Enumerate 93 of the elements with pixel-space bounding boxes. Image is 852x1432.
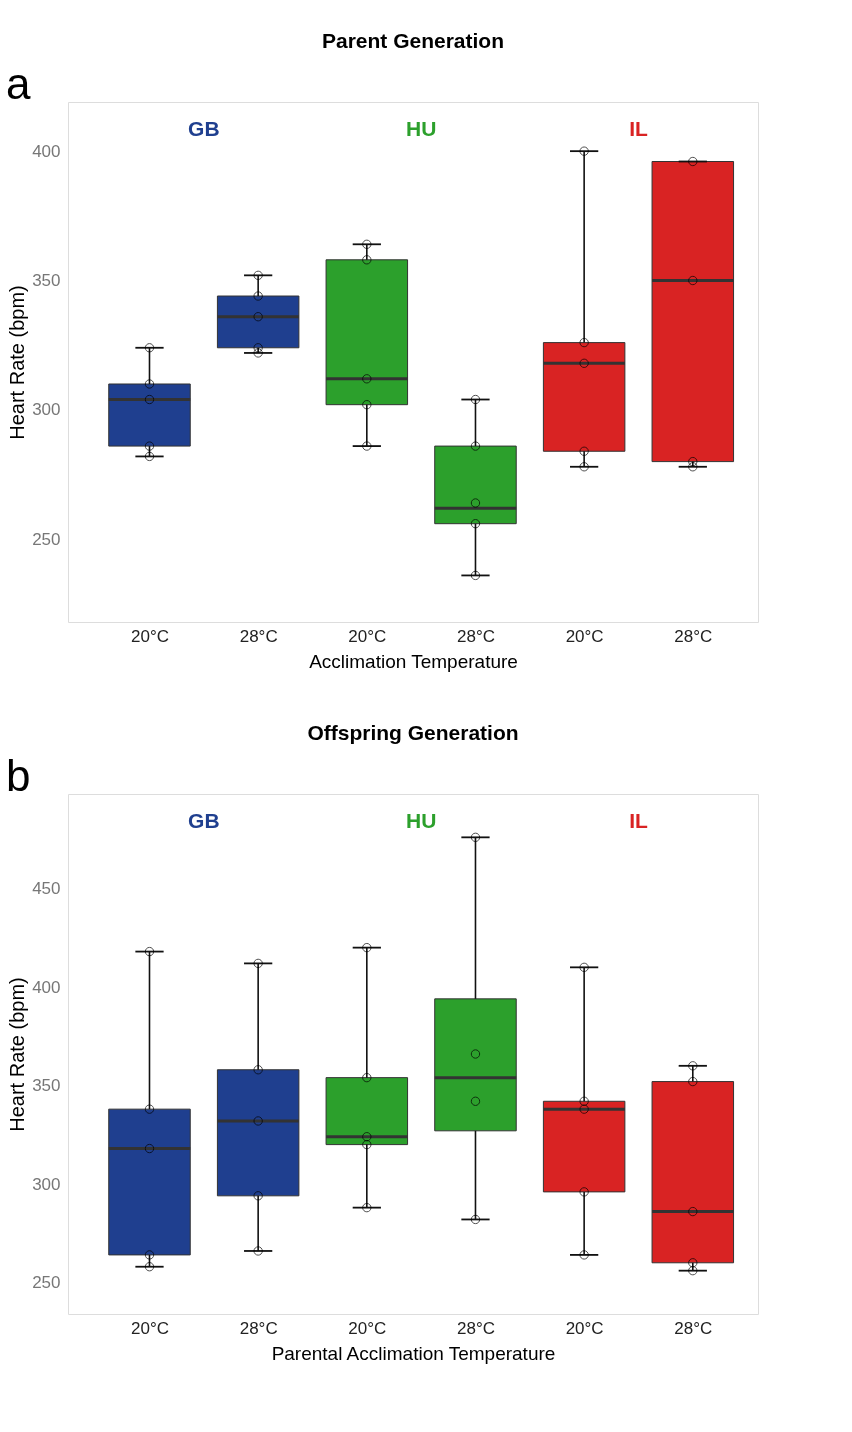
text: a bbox=[6, 59, 31, 108]
point bbox=[253, 291, 263, 301]
point bbox=[253, 312, 263, 322]
point bbox=[144, 451, 155, 462]
x-tick-label: 20°C bbox=[131, 1318, 169, 1338]
chart-title: Parent Generation bbox=[321, 29, 505, 52]
point bbox=[688, 1061, 698, 1071]
point bbox=[470, 1049, 481, 1059]
y-tick-label: 400 bbox=[32, 141, 61, 161]
point bbox=[579, 358, 589, 368]
y-axis-title: Heart Rate (bpm) bbox=[6, 977, 29, 1132]
y-tick-label: 450 bbox=[32, 879, 61, 899]
chart-title: Offspring Generation bbox=[307, 721, 519, 744]
x-tick-label: 28°C bbox=[456, 1318, 495, 1338]
point bbox=[579, 146, 589, 156]
x-tick-label: 28°C bbox=[674, 626, 713, 646]
x-tick-label: 20°C bbox=[348, 626, 387, 646]
point bbox=[362, 1132, 372, 1142]
point bbox=[362, 1139, 372, 1150]
point bbox=[144, 343, 155, 353]
point bbox=[144, 946, 155, 957]
point bbox=[579, 1187, 589, 1197]
point bbox=[144, 394, 155, 405]
series-label: IL bbox=[629, 117, 648, 140]
point bbox=[579, 462, 589, 472]
point bbox=[688, 1265, 698, 1276]
text: GB bbox=[188, 809, 220, 832]
point bbox=[688, 275, 698, 286]
x-tick-label: 20°C bbox=[131, 626, 169, 646]
point bbox=[362, 255, 372, 265]
point bbox=[688, 462, 698, 472]
point bbox=[470, 832, 481, 843]
x-tick-label: 20°C bbox=[565, 1318, 604, 1338]
y-tick-label: 350 bbox=[32, 1076, 61, 1096]
point bbox=[688, 1206, 698, 1217]
text: HU bbox=[405, 117, 437, 140]
point bbox=[253, 1246, 263, 1256]
point bbox=[470, 519, 481, 529]
point bbox=[470, 394, 481, 405]
x-tick-label: 28°C bbox=[239, 626, 278, 646]
point bbox=[470, 498, 481, 508]
x-tick-label: 20°C bbox=[348, 1318, 387, 1338]
point bbox=[144, 1104, 155, 1114]
x-axis-title: Parental Acclimation Temperature bbox=[271, 1342, 556, 1364]
point bbox=[688, 1076, 698, 1087]
y-axis-title: Heart Rate (bpm) bbox=[6, 285, 29, 440]
y-tick-label: 400 bbox=[32, 977, 61, 997]
point bbox=[579, 1096, 589, 1106]
point bbox=[144, 379, 155, 389]
point bbox=[362, 239, 372, 249]
point bbox=[362, 400, 372, 410]
point bbox=[688, 1258, 698, 1268]
point bbox=[579, 337, 589, 348]
point bbox=[579, 962, 589, 973]
point bbox=[470, 570, 481, 581]
point bbox=[362, 441, 372, 451]
y-tick-label: 350 bbox=[32, 271, 61, 291]
point bbox=[253, 1116, 263, 1126]
text: GB bbox=[188, 117, 220, 140]
point bbox=[362, 942, 372, 953]
point bbox=[253, 343, 263, 353]
x-tick-label: 28°C bbox=[239, 1318, 278, 1338]
y-tick-label: 300 bbox=[32, 1174, 61, 1194]
point bbox=[470, 441, 481, 451]
point bbox=[470, 1096, 481, 1106]
point bbox=[144, 1262, 155, 1272]
y-tick-label: 250 bbox=[32, 1272, 61, 1292]
point bbox=[144, 1143, 155, 1154]
y-tick-label: 300 bbox=[32, 400, 61, 420]
point bbox=[470, 1214, 481, 1225]
point bbox=[144, 1250, 155, 1260]
text: b bbox=[6, 751, 31, 800]
point bbox=[253, 270, 263, 281]
point bbox=[253, 348, 263, 358]
x-tick-label: 28°C bbox=[456, 626, 495, 646]
text: HU bbox=[405, 809, 437, 832]
x-tick-label: 20°C bbox=[565, 626, 604, 646]
point bbox=[362, 1072, 372, 1083]
point bbox=[688, 156, 698, 167]
y-tick-label: 250 bbox=[32, 529, 61, 549]
point bbox=[144, 441, 155, 451]
x-tick-label: 28°C bbox=[674, 1318, 713, 1338]
point bbox=[579, 1250, 589, 1260]
x-axis-title: Acclimation Temperature bbox=[309, 650, 518, 672]
point bbox=[362, 1202, 372, 1213]
point bbox=[253, 1065, 263, 1075]
point bbox=[688, 456, 698, 467]
point bbox=[253, 958, 263, 969]
point bbox=[362, 374, 372, 384]
text: IL bbox=[629, 809, 648, 832]
point bbox=[253, 1191, 263, 1201]
point bbox=[579, 1104, 589, 1114]
point bbox=[579, 446, 589, 456]
